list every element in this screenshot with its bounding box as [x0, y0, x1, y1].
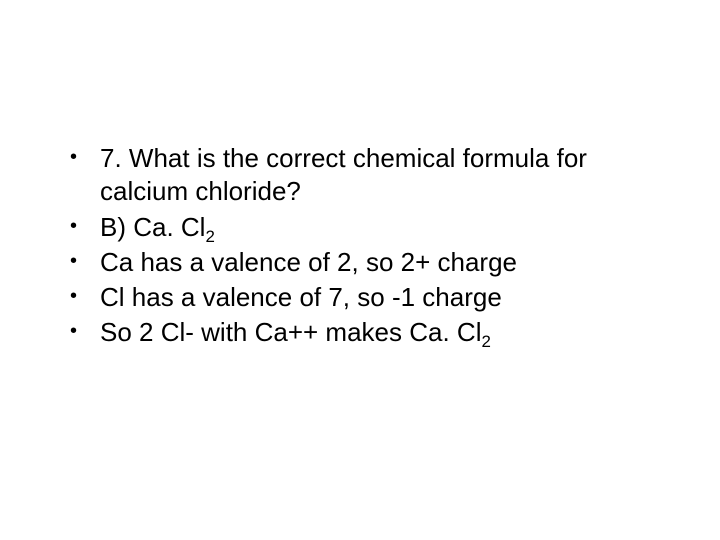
bullet-item: • B) Ca. Cl2 — [64, 211, 660, 244]
bullet-marker: • — [64, 281, 100, 310]
bullet-marker: • — [64, 316, 100, 345]
bullet-text: Ca has a valence of 2, so 2+ charge — [100, 246, 660, 279]
bullet-text: Cl has a valence of 7, so -1 charge — [100, 281, 660, 314]
bullet-item: • Ca has a valence of 2, so 2+ charge — [64, 246, 660, 279]
bullet-text: So 2 Cl- with Ca++ makes Ca. Cl2 — [100, 316, 660, 349]
bullet-marker: • — [64, 246, 100, 275]
bullet-marker: • — [64, 142, 100, 171]
bullet-item: • So 2 Cl- with Ca++ makes Ca. Cl2 — [64, 316, 660, 349]
bullet-item: • 7. What is the correct chemical formul… — [64, 142, 660, 209]
bullet-text: B) Ca. Cl2 — [100, 211, 660, 244]
slide-content: • 7. What is the correct chemical formul… — [64, 142, 660, 352]
bullet-text: 7. What is the correct chemical formula … — [100, 142, 660, 209]
bullet-item: • Cl has a valence of 7, so -1 charge — [64, 281, 660, 314]
bullet-marker: • — [64, 211, 100, 240]
